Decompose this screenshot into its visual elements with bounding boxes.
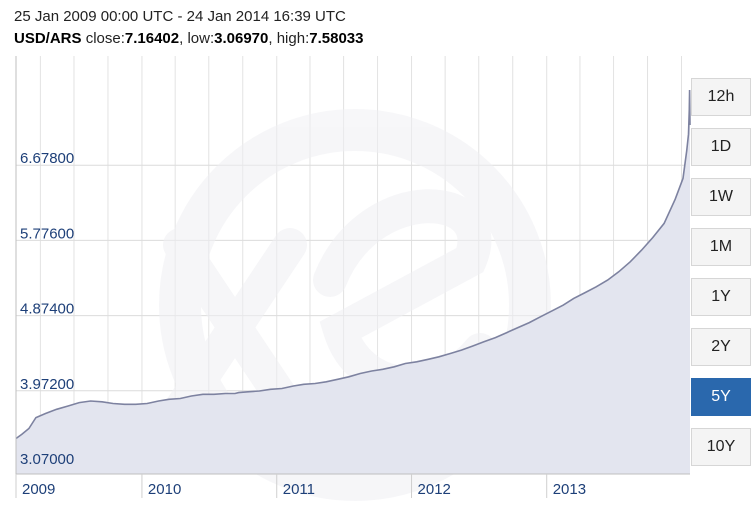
- x-tick-label: 2012: [418, 481, 451, 498]
- series-line: [15, 89, 691, 440]
- low-label: low:: [187, 30, 215, 47]
- date-range: 25 Jan 2009 00:00 UTC - 24 Jan 2014 16:3…: [14, 8, 346, 25]
- y-tick-label: 5.77600: [20, 225, 74, 242]
- y-tick-labels: 3.07000 3.97200 4.87400 5.77600 6.67800: [20, 150, 74, 468]
- y-tick-label: 3.97200: [20, 376, 74, 393]
- range-button-1w[interactable]: 1W: [691, 178, 751, 216]
- close-label: close:: [85, 30, 125, 47]
- y-tick-label: 3.07000: [20, 451, 74, 468]
- low-value: 3.06970: [214, 30, 269, 47]
- y-tick-label: 4.87400: [20, 301, 74, 318]
- range-button-1d[interactable]: 1D: [691, 128, 751, 166]
- y-tick-label: 6.67800: [20, 150, 74, 167]
- range-button-5y[interactable]: 5Y: [691, 378, 751, 416]
- quote-summary: USD/ARS close:7.16402, low:3.06970, high…: [14, 30, 364, 47]
- high-label: high:: [276, 30, 310, 47]
- range-button-2y[interactable]: 2Y: [691, 328, 751, 366]
- x-tick-labels: 2009 2010 2011 2012 2013: [15, 474, 586, 498]
- range-button-12h[interactable]: 12h: [691, 78, 751, 116]
- close-value: 7.16402: [124, 30, 180, 47]
- range-button-1y[interactable]: 1Y: [691, 278, 751, 316]
- currency-pair: USD/ARS: [14, 30, 82, 47]
- range-button-1m[interactable]: 1M: [691, 228, 751, 266]
- x-tick-label: 2010: [148, 481, 181, 498]
- high-value: 7.58033: [309, 30, 364, 47]
- range-button-10y[interactable]: 10Y: [691, 428, 751, 466]
- x-tick-label: 2011: [283, 481, 315, 498]
- series-area: [16, 90, 690, 474]
- x-tick-label: 2013: [553, 481, 586, 498]
- x-tick-label: 2009: [22, 481, 55, 498]
